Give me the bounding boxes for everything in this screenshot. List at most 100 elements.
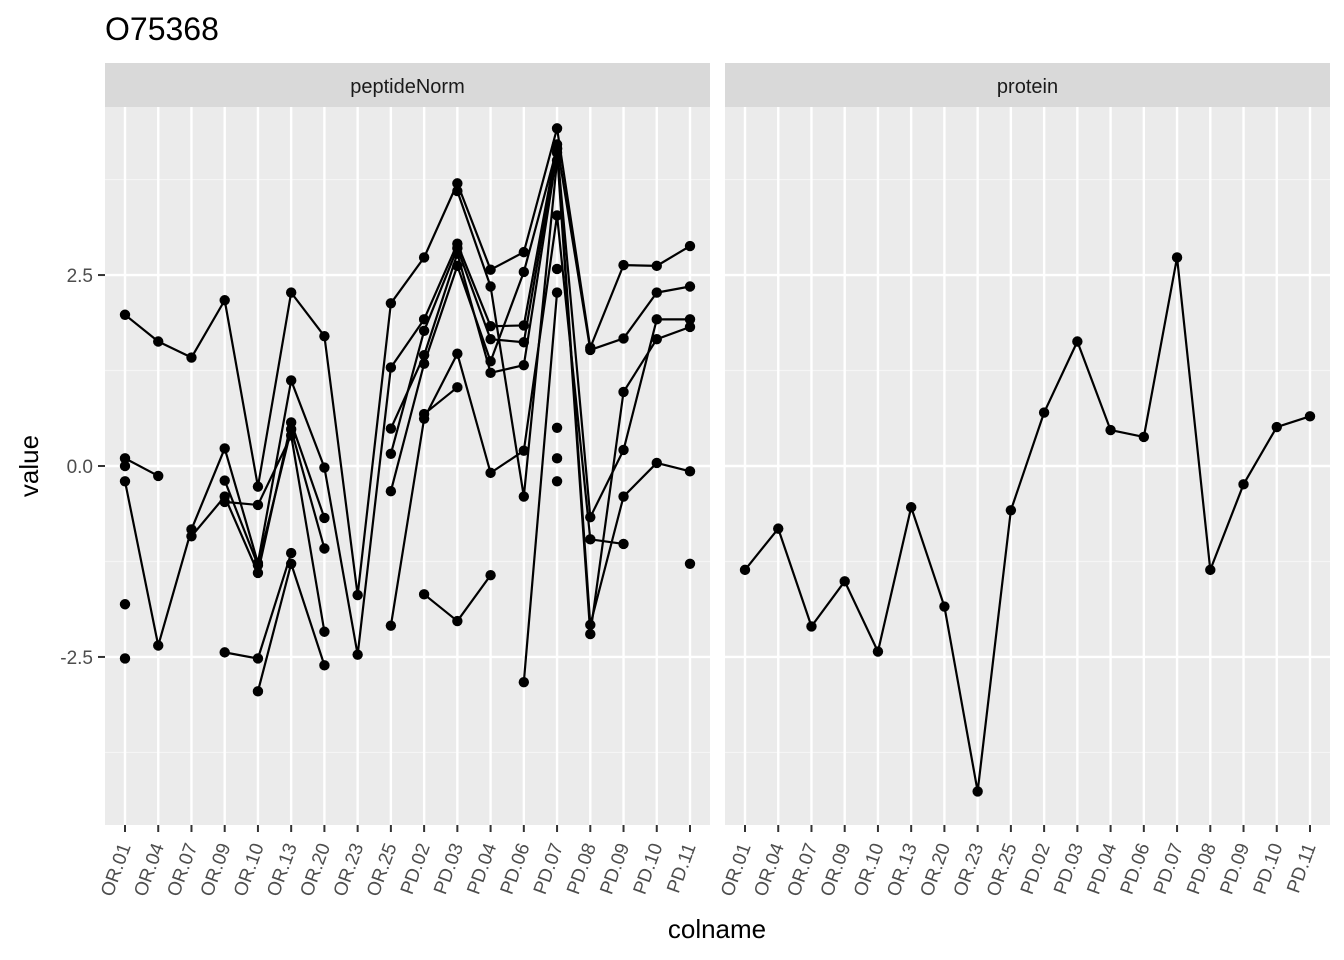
data-point [452, 260, 463, 272]
data-point [418, 325, 430, 337]
data-point [585, 628, 596, 640]
data-point [119, 476, 131, 487]
data-point [905, 502, 917, 513]
data-point [518, 491, 530, 502]
data-point [551, 453, 563, 464]
data-point [485, 367, 496, 379]
data-point [1205, 564, 1216, 576]
data-point [684, 314, 696, 325]
data-point [219, 443, 230, 454]
panel-grid [725, 107, 1330, 825]
x-tick-label: OR.20 [917, 841, 956, 900]
data-point [739, 564, 751, 576]
data-point [219, 647, 230, 658]
data-point [684, 240, 696, 252]
data-point [319, 626, 330, 637]
data-point [618, 538, 629, 550]
data-point [452, 348, 463, 359]
data-point [319, 462, 330, 473]
data-point [618, 333, 629, 344]
data-point [252, 481, 264, 492]
data-point [352, 589, 363, 601]
x-tick-label: OR.13 [883, 841, 922, 900]
x-tick-label: PD.04 [463, 840, 501, 897]
y-tick-label: -2.5 [60, 648, 93, 669]
data-point [684, 281, 696, 292]
data-point [285, 430, 297, 441]
data-point [551, 123, 563, 134]
data-point [219, 496, 230, 508]
series-points [739, 252, 1316, 797]
data-point [1038, 407, 1050, 418]
data-point [385, 298, 397, 309]
data-point [418, 358, 430, 369]
series-line [223, 428, 326, 567]
data-point [452, 185, 463, 197]
data-point [972, 786, 983, 797]
data-point [806, 621, 817, 632]
data-point [618, 491, 629, 502]
data-point [684, 321, 696, 333]
data-point [153, 470, 164, 482]
data-point [418, 350, 430, 361]
data-point [518, 445, 530, 456]
data-point [252, 499, 264, 511]
x-tick-label: OR.10 [230, 841, 269, 900]
x-tick-label: OR.20 [297, 841, 336, 900]
data-point [485, 264, 496, 275]
x-tick-label: OR.01 [717, 841, 756, 900]
data-point [485, 356, 496, 367]
x-tick-label: OR.09 [817, 841, 856, 900]
data-point [518, 676, 530, 688]
y-axis-title: value [14, 435, 44, 497]
series-line [124, 457, 159, 477]
data-point [418, 252, 430, 263]
data-point [153, 640, 164, 651]
series-line [389, 151, 691, 636]
data-point [452, 178, 463, 189]
panel-protein: protein OR.01OR.04OR.07OR.09OR.10OR.13OR… [717, 63, 1330, 899]
x-tick-label: OR.10 [850, 841, 889, 900]
x-tick-label: PD.03 [430, 841, 468, 898]
x-tick-label: PD.07 [530, 841, 568, 898]
data-point [551, 155, 563, 166]
x-tick-label: OR.23 [330, 841, 369, 900]
data-point [252, 567, 264, 579]
data-point [219, 295, 230, 306]
series-line [389, 147, 691, 626]
y-tick-label: 2.5 [67, 266, 93, 287]
data-point [551, 263, 563, 275]
data-point [518, 246, 530, 258]
data-point [651, 314, 662, 325]
data-point [551, 287, 563, 298]
x-tick-label: PD.06 [497, 841, 535, 898]
panel-strip [725, 63, 1330, 107]
data-point [119, 453, 131, 464]
x-tick-label: PD.11 [663, 841, 700, 896]
panel-strip-label: protein [997, 76, 1058, 98]
series-line [123, 143, 691, 656]
data-point [1072, 336, 1083, 347]
x-tick-label: OR.23 [950, 841, 989, 900]
series-lines [744, 256, 1311, 793]
chart-title: O75368 [105, 11, 219, 47]
x-tick-label: OR.07 [784, 841, 823, 900]
x-axis: OR.01OR.04OR.07OR.09OR.10OR.13OR.20OR.23… [97, 825, 701, 899]
data-point [285, 547, 297, 559]
data-point [252, 653, 264, 664]
panel-strip-label: peptideNorm [350, 76, 465, 98]
x-tick-label: OR.09 [197, 841, 236, 900]
data-point [551, 422, 563, 434]
data-point [418, 589, 430, 600]
series-line [224, 434, 326, 632]
data-point [452, 615, 463, 627]
x-tick-label: PD.03 [1050, 841, 1088, 898]
series-points [119, 123, 696, 697]
data-point [385, 620, 397, 631]
data-point [618, 386, 629, 398]
x-tick-label: OR.07 [164, 841, 203, 900]
data-point [651, 287, 662, 298]
panel-strip [105, 63, 710, 107]
data-point [186, 531, 197, 542]
data-point [452, 248, 463, 259]
